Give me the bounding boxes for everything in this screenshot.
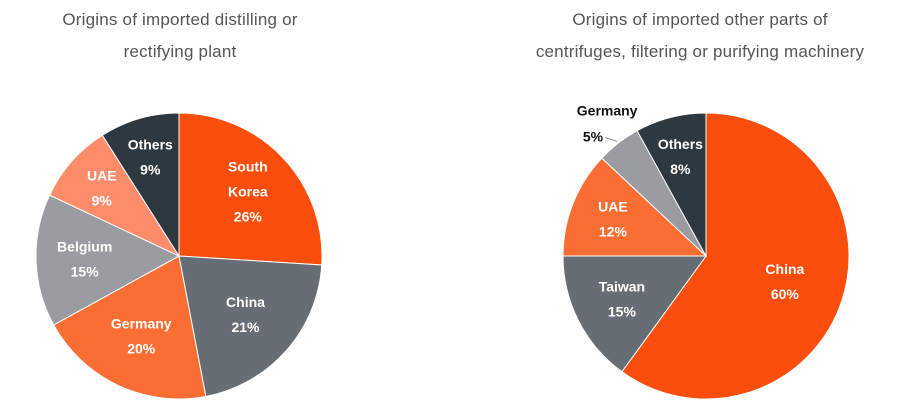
label-leader-line: [604, 136, 618, 142]
slice-pct-germany: 20%: [127, 341, 156, 357]
slice-label-germany: Germany: [577, 102, 638, 118]
slice-label-china: China: [226, 294, 265, 310]
chart-title: Origins of imported other parts of centr…: [500, 4, 900, 68]
pie-slice-germany: [53, 255, 207, 400]
slice-label-china: China: [765, 261, 804, 277]
chart-title-line-1: Origins of imported other parts of: [572, 10, 828, 29]
chart-panel-centrifuge-parts: Origins of imported other parts of centr…: [500, 0, 900, 411]
slice-label-others: Others: [658, 136, 703, 152]
chart-title-line-2: rectifying plant: [123, 42, 237, 61]
pie-slice-belgium: [35, 194, 181, 326]
slice-pct-taiwan: 15%: [608, 303, 637, 319]
pie-slice-uae: [562, 157, 708, 257]
slice-label-belgium: Belgium: [57, 238, 112, 254]
slice-pct-others: 9%: [140, 162, 161, 178]
pie-chart-distilling: South Korea 26% China 21% Germany 20% Belgium 15…: [35, 112, 323, 400]
pie-slice-china: [178, 255, 323, 398]
slice-label-others: Others: [128, 137, 173, 153]
slice-pct-uae: 9%: [92, 192, 113, 208]
slice-pct-uae: 12%: [599, 224, 628, 240]
pie-chart-centrifuge-parts: China 60% Taiwan 15% UAE 12% Germany 5% Others 8%: [562, 102, 850, 400]
slice-pct-belgium: 15%: [71, 263, 100, 279]
chart-title-line-1: Origins of imported distilling or: [62, 10, 298, 29]
slice-label-south-korea-line-1: South: [228, 158, 268, 174]
pie-slice-others: [101, 112, 180, 258]
chart-panel-distilling: Origins of imported distilling or rectif…: [0, 0, 360, 411]
slice-pct-germany: 5%: [583, 128, 604, 144]
slice-pct-south-korea: 26%: [234, 208, 263, 224]
chart-title-line-2: centrifuges, filtering or purifying mach…: [535, 42, 865, 61]
pie-slice-china: [621, 112, 850, 400]
slice-pct-others: 8%: [670, 161, 691, 177]
slice-label-germany: Germany: [111, 316, 172, 332]
slice-label-uae: UAE: [87, 167, 117, 183]
pie-slice-uae: [48, 134, 181, 258]
slice-label-south-korea-line-2: Korea: [228, 183, 268, 199]
slice-label-taiwan: Taiwan: [599, 278, 645, 294]
chart-title: Origins of imported distilling or rectif…: [0, 4, 360, 68]
pie-slice-taiwan: [562, 255, 707, 373]
pie-slice-others: [636, 112, 707, 257]
slice-pct-china: 60%: [771, 286, 800, 302]
pie-slice-south-korea: [178, 112, 323, 266]
slice-pct-china: 21%: [231, 319, 260, 335]
slice-label-uae: UAE: [598, 199, 628, 215]
